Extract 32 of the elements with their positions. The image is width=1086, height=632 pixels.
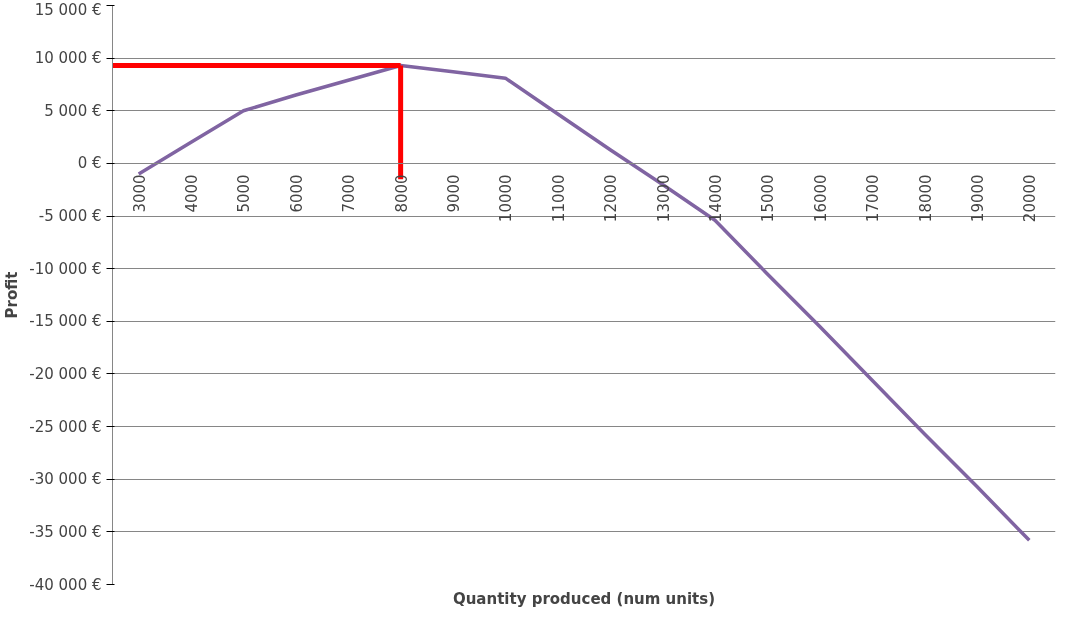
x-tick-label: 8000 <box>392 174 411 213</box>
x-axis-title: Quantity produced (num units) <box>452 589 716 608</box>
x-tick-label: 10000 <box>497 174 516 223</box>
x-tick-label: 19000 <box>968 174 987 223</box>
x-tick-label: 20000 <box>1021 174 1040 223</box>
y-tick-label: 0 € <box>77 154 102 173</box>
x-tick-label: 6000 <box>287 174 306 213</box>
x-tick-label: 17000 <box>864 174 883 223</box>
y-tick-label: -30 000 € <box>29 470 102 489</box>
y-tick-label: 10 000 € <box>34 49 102 68</box>
y-tick-label: -20 000 € <box>29 364 102 383</box>
x-tick-label: 14000 <box>706 174 725 223</box>
y-tick-label: -10 000 € <box>29 259 102 278</box>
y-tick-label: 5 000 € <box>44 101 102 120</box>
x-tick-label: 9000 <box>445 174 464 213</box>
y-tick-label: -15 000 € <box>29 312 102 331</box>
y-axis-title: Profit <box>3 271 22 319</box>
y-tick-label: -25 000 € <box>29 417 102 436</box>
y-tick-label: -5 000 € <box>38 207 102 226</box>
x-tick-label: 13000 <box>654 174 673 223</box>
x-tick-label: 16000 <box>811 174 830 223</box>
y-tick-label: 15 000 € <box>34 0 102 19</box>
y-tick-label: -35 000 € <box>29 522 102 541</box>
x-tick-label: 5000 <box>235 174 254 213</box>
x-tick-label: 12000 <box>602 174 621 223</box>
y-tick-label: -40 000 € <box>29 575 102 594</box>
x-tick-label: 11000 <box>549 174 568 223</box>
x-tick-label: 4000 <box>183 174 202 213</box>
x-tick-label: 18000 <box>916 174 935 223</box>
x-tick-label: 3000 <box>130 174 149 213</box>
x-tick-label: 15000 <box>759 174 778 223</box>
x-tick-label: 7000 <box>340 174 359 213</box>
